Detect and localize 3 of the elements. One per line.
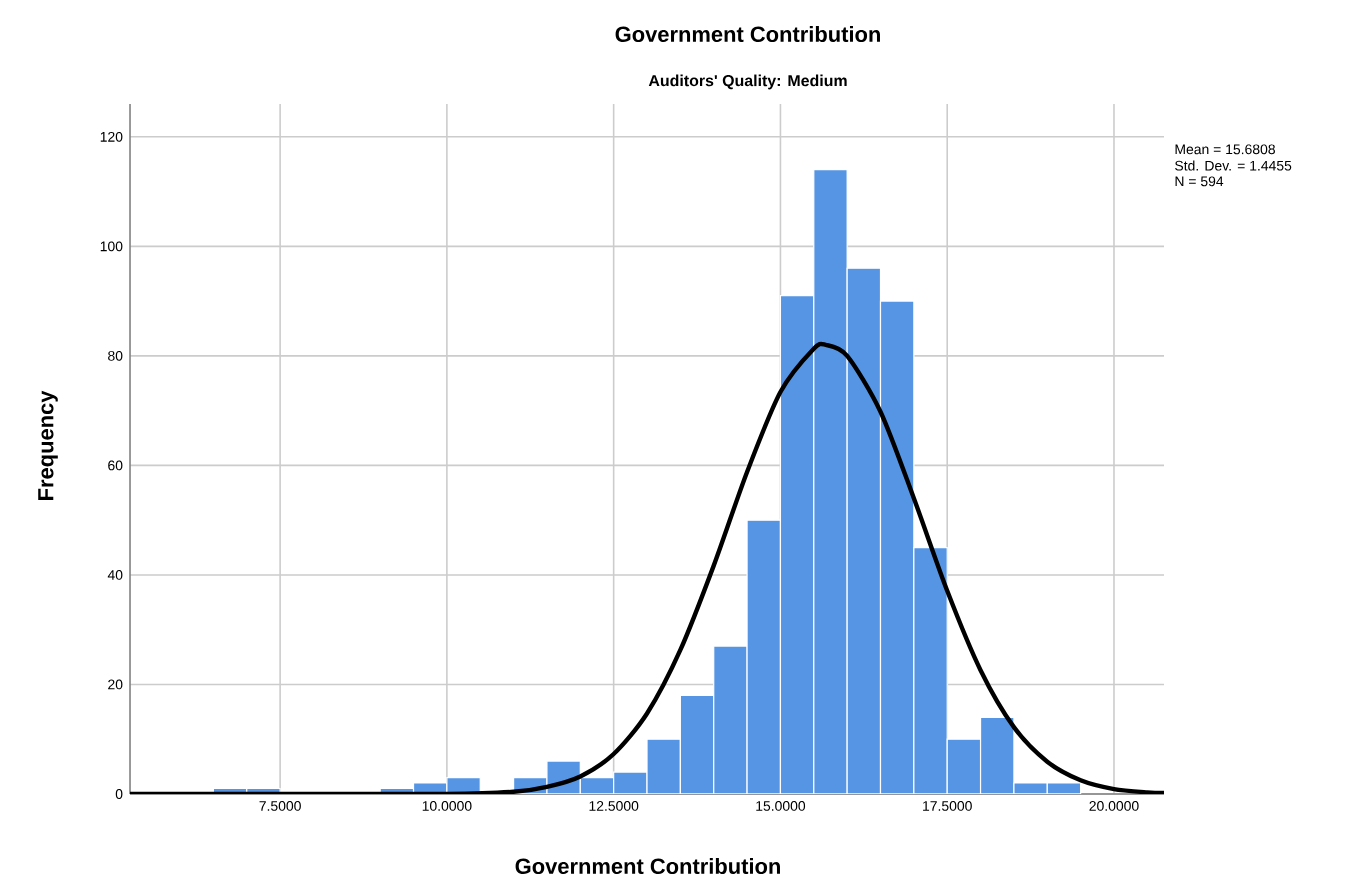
y-axis-title: Frequency: [38, 390, 58, 500]
chart-title: Government Contribution: [615, 25, 880, 43]
x-axis-title: Government Contribution: [515, 857, 780, 875]
